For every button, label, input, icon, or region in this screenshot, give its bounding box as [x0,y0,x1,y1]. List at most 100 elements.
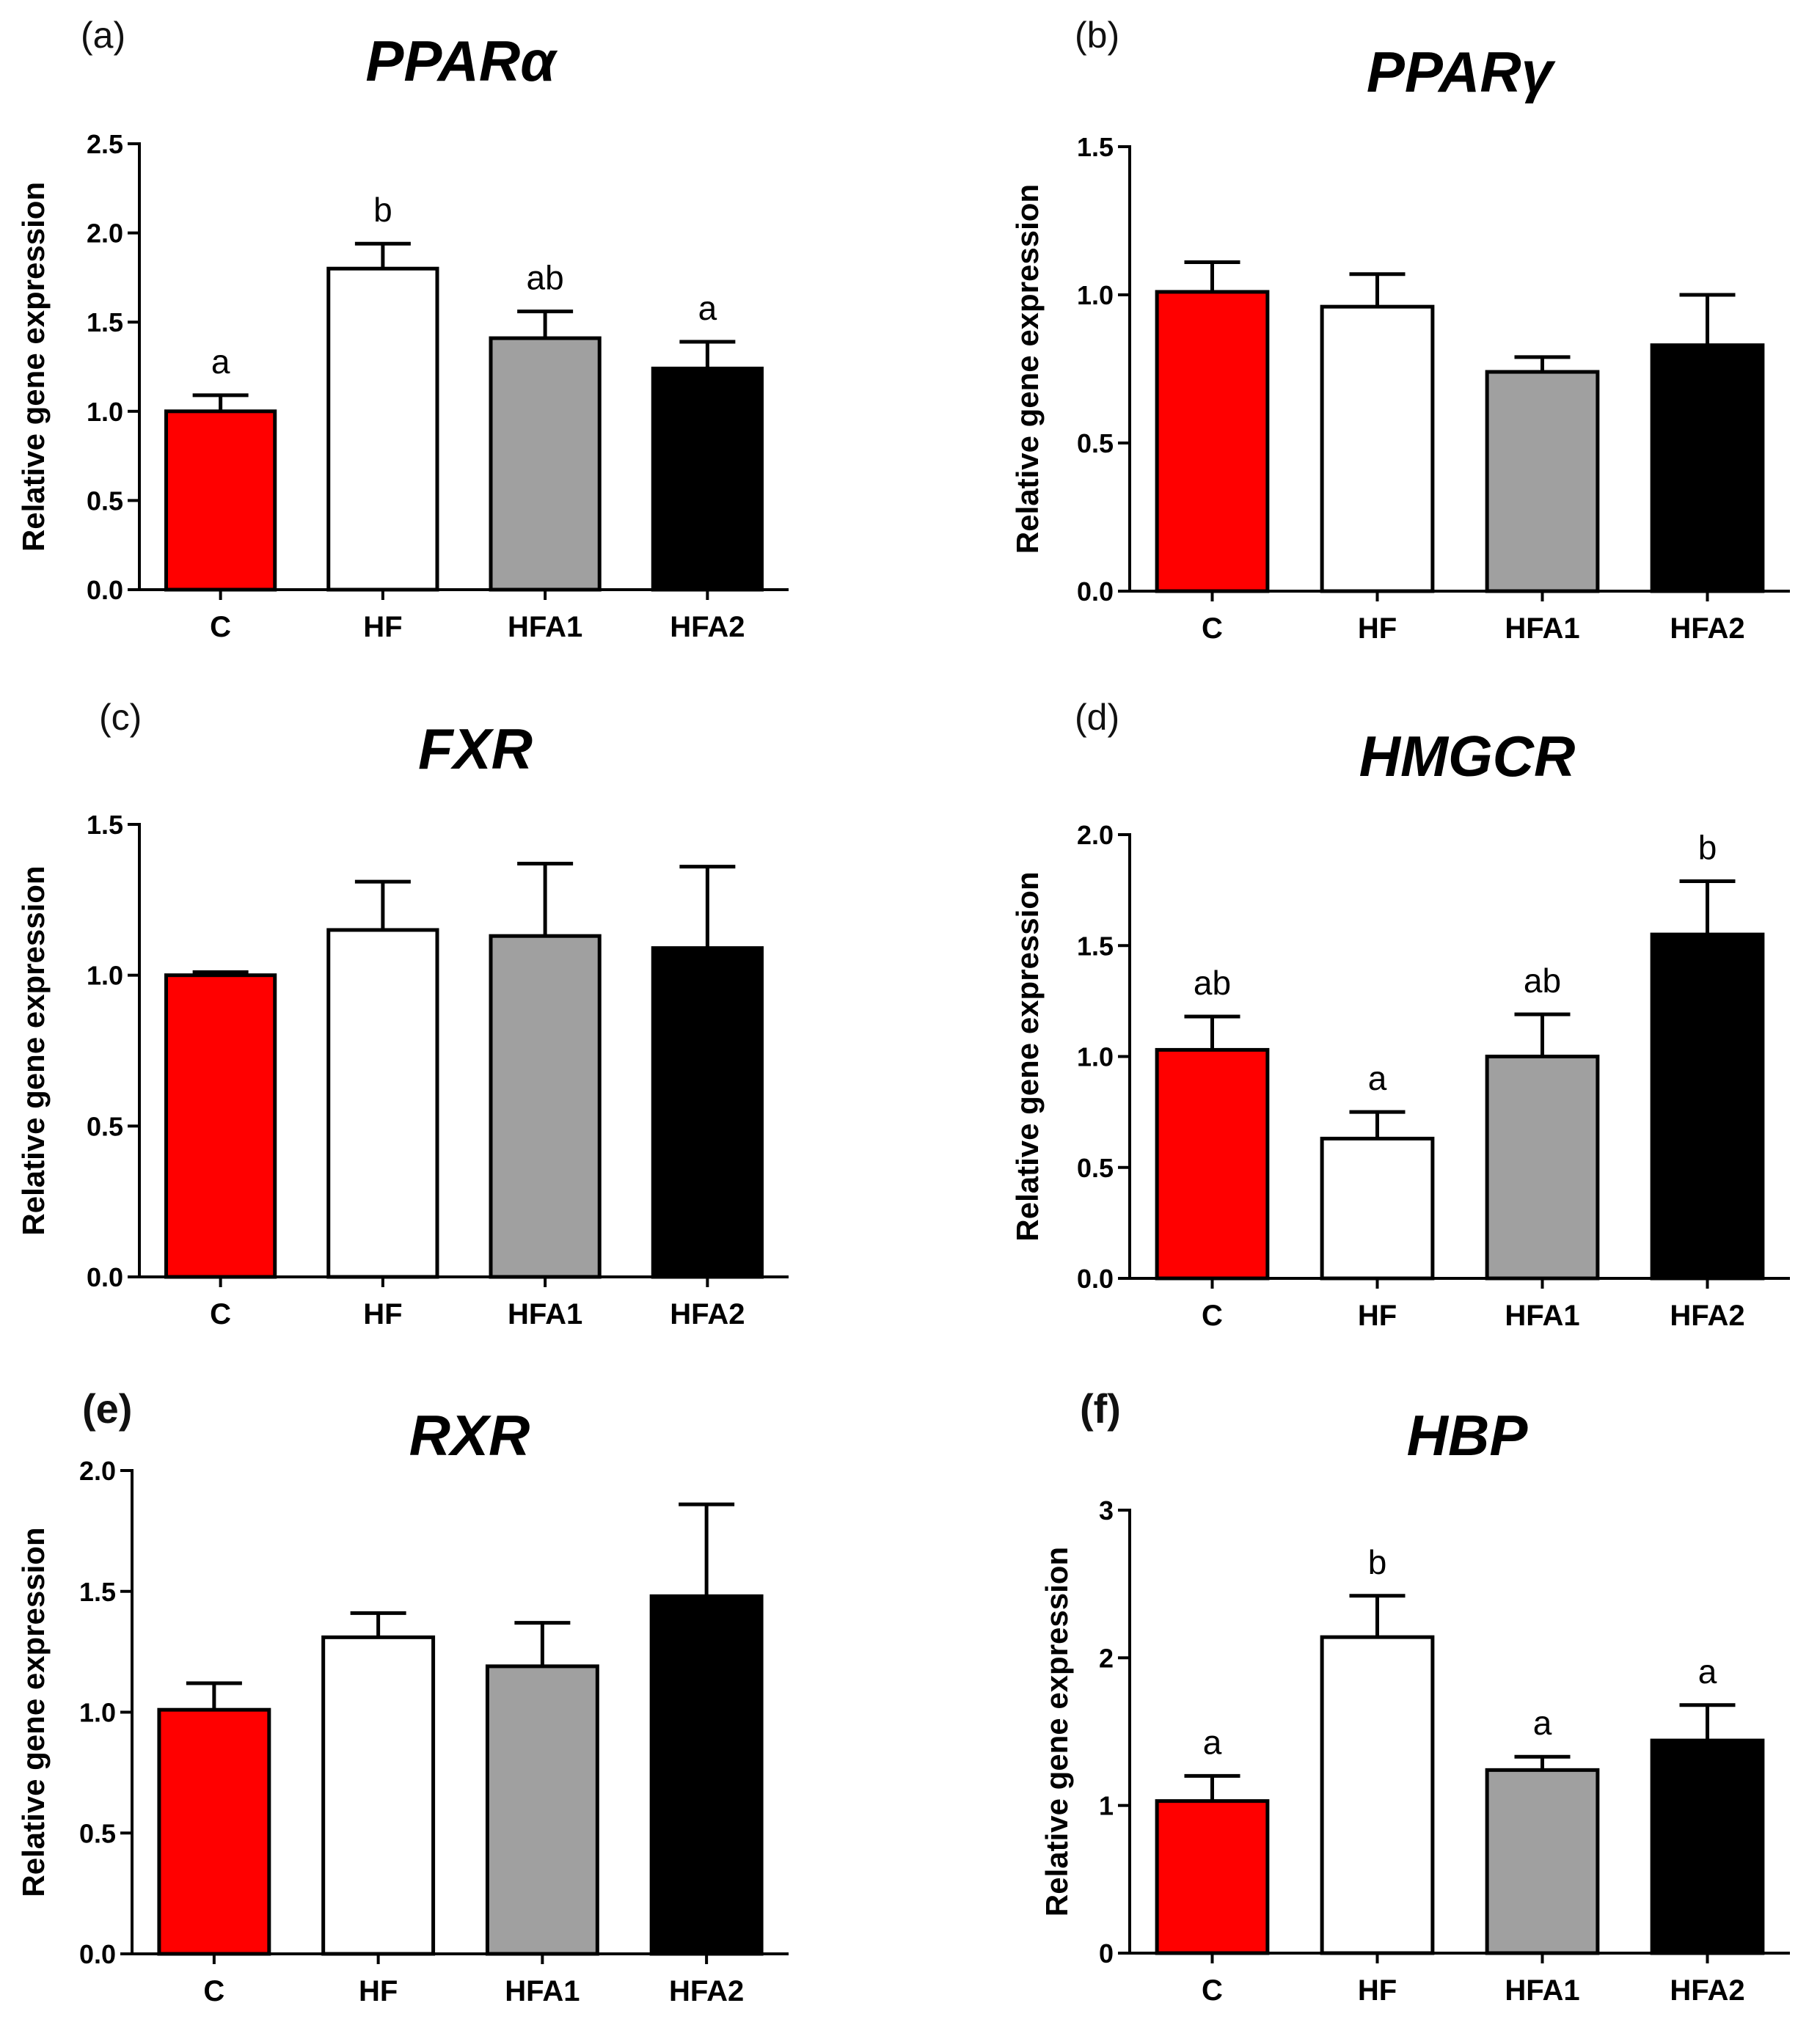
bar-HFA2 [1650,343,1765,593]
significance-label-HFA1: a [1533,1704,1552,1742]
chart-title: HBP [1407,1403,1529,1468]
x-tick-label-HFA2: HFA2 [670,611,745,643]
significance-label-HFA1: ab [527,259,564,297]
y-axis-label: Relative gene expression [16,182,51,552]
y-tick-label: 0.5 [1077,428,1114,458]
x-tick-label-HFA1: HFA1 [505,1975,580,2007]
bar-HF [1320,1635,1435,1955]
y-axis-label: Relative gene expression [1039,1547,1074,1916]
panel-c: (c) FXR Relative gene expression 0.0 0.5 1.0 1… [16,697,789,1330]
x-tick-label-HF: HF [1358,1974,1397,2007]
y-tick-label: 0 [1099,1938,1114,1969]
bar-HFA2 [1650,932,1765,1281]
chart-title: PPARγ [1367,40,1556,104]
y-tick-label: 1.5 [1077,931,1114,961]
x-tick-label-HF: HF [363,1298,402,1330]
bar-C [1155,1047,1270,1281]
x-tick-label-HFA1: HFA1 [508,611,582,643]
y-tick-label: 0.0 [87,575,123,605]
y-axis-label: Relative gene expression [1010,184,1045,554]
y-tick-label: 0.0 [1077,1264,1114,1294]
y-tick-label: 0.5 [87,1111,123,1141]
x-tick-label-C: C [203,1975,224,2007]
y-tick-label: 0.5 [79,1818,116,1848]
panel-label: (b) [1075,15,1119,56]
bar-C [1155,1799,1270,1955]
bar-HFA2 [651,366,764,592]
bar-C [1155,290,1270,593]
y-tick-label: 1.0 [87,961,123,991]
bar-HF [1320,1136,1435,1281]
y-tick-label: 0.0 [1077,576,1114,607]
bar-HFA1 [485,1664,599,1956]
x-tick-label-C: C [210,611,231,643]
y-tick-label: 1.5 [79,1577,116,1607]
y-tick-label: 1.0 [87,397,123,427]
x-tick-label-HF: HF [363,611,402,643]
x-tick-label-C: C [1202,612,1223,645]
significance-label-C: ab [1194,964,1231,1002]
panel-label: (a) [81,15,125,56]
y-tick-label: 1.0 [1077,1042,1114,1072]
bar-HF [321,1635,436,1956]
x-tick-label-HFA1: HFA1 [1505,612,1579,645]
bar-HF [1320,304,1435,593]
y-tick-label: 2.5 [87,129,123,159]
x-tick-label-HFA2: HFA2 [1670,1300,1744,1332]
significance-label-HF: b [1368,1543,1387,1581]
chart-title: FXR [418,717,533,781]
x-tick-label-C: C [1202,1300,1223,1332]
significance-label-HFA2: a [1698,1652,1717,1691]
chart-title: HMGCR [1359,724,1576,788]
x-tick-label-C: C [210,1298,231,1330]
y-tick-label: 2.0 [87,219,123,249]
bar-HFA1 [1485,1055,1600,1281]
x-tick-label-HFA2: HFA2 [1670,1974,1744,2007]
y-tick-label: 1 [1099,1791,1114,1821]
y-tick-label: 0.5 [87,486,123,516]
y-tick-label: 1.5 [87,307,123,337]
panel-label: (f) [1080,1385,1121,1432]
x-tick-label-HFA1: HFA1 [1505,1300,1579,1332]
significance-label-HFA1: ab [1524,962,1561,1000]
significance-label-HFA2: a [698,289,717,327]
x-tick-label-HFA1: HFA1 [508,1298,582,1330]
y-tick-label: 2 [1099,1643,1114,1673]
bar-HFA2 [651,946,764,1279]
panel-label: (c) [99,697,142,738]
y-tick-label: 1.0 [1077,280,1114,310]
panel-label: (d) [1075,697,1119,738]
panel-label: (e) [82,1385,132,1432]
panel-b: (b) PPARγ Relative gene expression 0.0 0.5 1.… [1010,15,1790,645]
bar-HFA2 [1650,1738,1765,1955]
y-tick-label: 1.5 [1077,132,1114,162]
bar-C [164,409,277,592]
bar-HFA1 [489,336,602,592]
y-tick-label: 2.0 [1077,820,1114,850]
y-tick-label: 2.0 [79,1456,116,1486]
chart-title: PPARα [365,29,558,93]
y-axis-label: Relative gene expression [1010,871,1045,1241]
y-tick-label: 1.0 [79,1698,116,1728]
y-tick-label: 3 [1099,1495,1114,1526]
significance-label-C: a [1203,1723,1222,1761]
panel-e: (e) RXR Relative gene expression 0.0 0.5 1.0 1… [16,1385,789,2007]
significance-label-HF: a [1368,1059,1387,1097]
y-tick-label: 0.5 [1077,1153,1114,1183]
panel-a: (a) PPARα Relative gene expression 0.0 0.5 1.… [16,15,789,643]
x-tick-label-HFA2: HFA2 [669,1975,744,2007]
significance-label-C: a [211,343,230,381]
bar-C [157,1707,271,1956]
panel-f: (f) HBP Relative gene expression 0 1 2 3 Ca HF b H… [1039,1385,1790,2007]
bar-HF [326,928,439,1279]
x-tick-label-HFA1: HFA1 [1505,1974,1579,2007]
x-tick-label-HF: HF [359,1975,398,2007]
x-tick-label-HFA2: HFA2 [1670,612,1744,645]
significance-label-HFA2: b [1698,829,1717,867]
bar-HFA1 [1485,1768,1600,1955]
bar-HFA1 [489,934,602,1279]
bar-HFA2 [649,1594,764,1956]
panel-d: (d) HMGCR Relative gene expression 0.0 0.5 1.… [1010,697,1790,1332]
significance-label-HF: b [373,191,392,229]
